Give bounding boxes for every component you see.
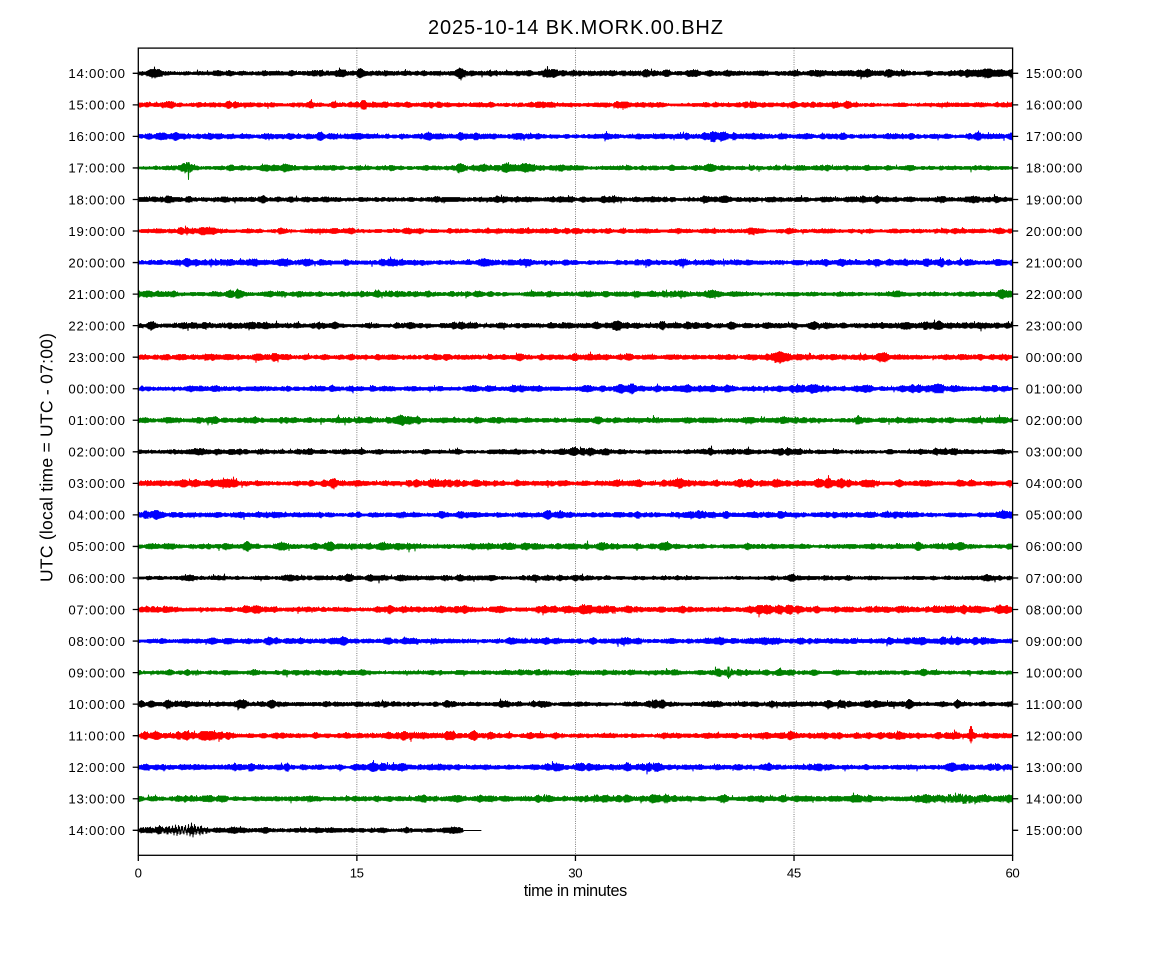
svg-text:22:00:00: 22:00:00 xyxy=(68,318,125,333)
svg-text:15:00:00: 15:00:00 xyxy=(1026,66,1083,81)
svg-text:04:00:00: 04:00:00 xyxy=(1026,476,1083,491)
svg-text:20:00:00: 20:00:00 xyxy=(1026,224,1083,239)
svg-text:09:00:00: 09:00:00 xyxy=(68,665,125,680)
svg-text:12:00:00: 12:00:00 xyxy=(1026,728,1083,743)
svg-text:2025-10-14 BK.MORK.00.BHZ: 2025-10-14 BK.MORK.00.BHZ xyxy=(428,17,723,39)
svg-text:time in minutes: time in minutes xyxy=(524,882,628,900)
svg-text:UTC (local time = UTC - 07:00): UTC (local time = UTC - 07:00) xyxy=(37,333,57,582)
svg-text:18:00:00: 18:00:00 xyxy=(1026,161,1083,176)
svg-text:03:00:00: 03:00:00 xyxy=(1026,445,1083,460)
svg-text:06:00:00: 06:00:00 xyxy=(1026,539,1083,554)
svg-text:20:00:00: 20:00:00 xyxy=(68,255,125,270)
svg-text:13:00:00: 13:00:00 xyxy=(1026,760,1083,775)
svg-text:05:00:00: 05:00:00 xyxy=(1026,508,1083,523)
svg-text:08:00:00: 08:00:00 xyxy=(1026,602,1083,617)
svg-text:16:00:00: 16:00:00 xyxy=(1026,98,1083,113)
svg-text:07:00:00: 07:00:00 xyxy=(1026,571,1083,586)
svg-text:23:00:00: 23:00:00 xyxy=(68,350,125,365)
svg-text:05:00:00: 05:00:00 xyxy=(68,539,125,554)
svg-text:13:00:00: 13:00:00 xyxy=(68,792,125,807)
svg-text:00:00:00: 00:00:00 xyxy=(68,382,125,397)
svg-text:00:00:00: 00:00:00 xyxy=(1026,350,1083,365)
svg-text:02:00:00: 02:00:00 xyxy=(1026,413,1083,428)
svg-text:17:00:00: 17:00:00 xyxy=(68,161,125,176)
svg-text:14:00:00: 14:00:00 xyxy=(68,823,125,838)
svg-text:07:00:00: 07:00:00 xyxy=(68,602,125,617)
svg-text:15:00:00: 15:00:00 xyxy=(68,98,125,113)
svg-text:19:00:00: 19:00:00 xyxy=(68,224,125,239)
svg-text:03:00:00: 03:00:00 xyxy=(68,476,125,491)
svg-text:04:00:00: 04:00:00 xyxy=(68,508,125,523)
svg-text:15:00:00: 15:00:00 xyxy=(1026,823,1083,838)
svg-text:22:00:00: 22:00:00 xyxy=(1026,287,1083,302)
svg-text:09:00:00: 09:00:00 xyxy=(1026,634,1083,649)
svg-text:01:00:00: 01:00:00 xyxy=(1026,382,1083,397)
svg-text:30: 30 xyxy=(568,865,582,880)
svg-text:60: 60 xyxy=(1005,865,1019,880)
svg-text:02:00:00: 02:00:00 xyxy=(68,445,125,460)
svg-text:10:00:00: 10:00:00 xyxy=(68,697,125,712)
svg-text:19:00:00: 19:00:00 xyxy=(1026,192,1083,207)
svg-text:45: 45 xyxy=(787,865,801,880)
svg-text:01:00:00: 01:00:00 xyxy=(68,413,125,428)
svg-text:08:00:00: 08:00:00 xyxy=(68,634,125,649)
svg-text:15: 15 xyxy=(350,865,364,880)
svg-text:16:00:00: 16:00:00 xyxy=(68,129,125,144)
svg-text:11:00:00: 11:00:00 xyxy=(68,728,125,743)
svg-text:0: 0 xyxy=(135,865,142,880)
svg-text:12:00:00: 12:00:00 xyxy=(68,760,125,775)
svg-text:21:00:00: 21:00:00 xyxy=(1026,255,1083,270)
svg-text:11:00:00: 11:00:00 xyxy=(1026,697,1083,712)
svg-text:23:00:00: 23:00:00 xyxy=(1026,318,1083,333)
svg-text:06:00:00: 06:00:00 xyxy=(68,571,125,586)
svg-text:21:00:00: 21:00:00 xyxy=(68,287,125,302)
svg-text:10:00:00: 10:00:00 xyxy=(1026,665,1083,680)
svg-text:18:00:00: 18:00:00 xyxy=(68,192,125,207)
svg-text:17:00:00: 17:00:00 xyxy=(1026,129,1083,144)
svg-text:14:00:00: 14:00:00 xyxy=(1026,792,1083,807)
svg-text:14:00:00: 14:00:00 xyxy=(68,66,125,81)
